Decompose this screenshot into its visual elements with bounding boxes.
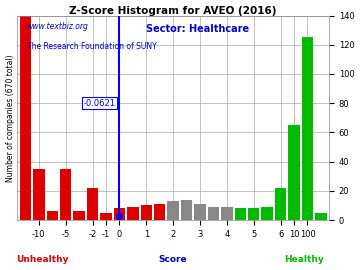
Bar <box>208 207 219 220</box>
Bar <box>127 207 139 220</box>
Bar <box>248 208 260 220</box>
Bar <box>181 200 192 220</box>
Bar <box>275 188 286 220</box>
Bar <box>221 207 233 220</box>
Text: Healthy: Healthy <box>284 255 324 264</box>
Bar <box>167 201 179 220</box>
Bar <box>261 207 273 220</box>
Text: Sector: Healthcare: Sector: Healthcare <box>147 24 249 34</box>
Bar <box>46 211 58 220</box>
Bar <box>33 169 45 220</box>
Bar <box>154 204 166 220</box>
Text: Unhealthy: Unhealthy <box>16 255 68 264</box>
Bar <box>194 204 206 220</box>
Text: Score: Score <box>159 255 188 264</box>
Bar <box>114 208 125 220</box>
Bar <box>302 38 313 220</box>
Text: -0.0621: -0.0621 <box>84 99 116 108</box>
Bar <box>235 208 246 220</box>
Bar <box>60 169 71 220</box>
Text: The Research Foundation of SUNY: The Research Foundation of SUNY <box>27 42 157 51</box>
Bar <box>20 16 31 220</box>
Bar <box>73 211 85 220</box>
Bar <box>140 205 152 220</box>
Bar <box>100 213 112 220</box>
Title: Z-Score Histogram for AVEO (2016): Z-Score Histogram for AVEO (2016) <box>69 6 277 16</box>
Bar <box>87 188 98 220</box>
Y-axis label: Number of companies (670 total): Number of companies (670 total) <box>5 54 14 182</box>
Bar <box>315 213 327 220</box>
Text: www.textbiz.org: www.textbiz.org <box>27 22 89 31</box>
Bar <box>288 125 300 220</box>
